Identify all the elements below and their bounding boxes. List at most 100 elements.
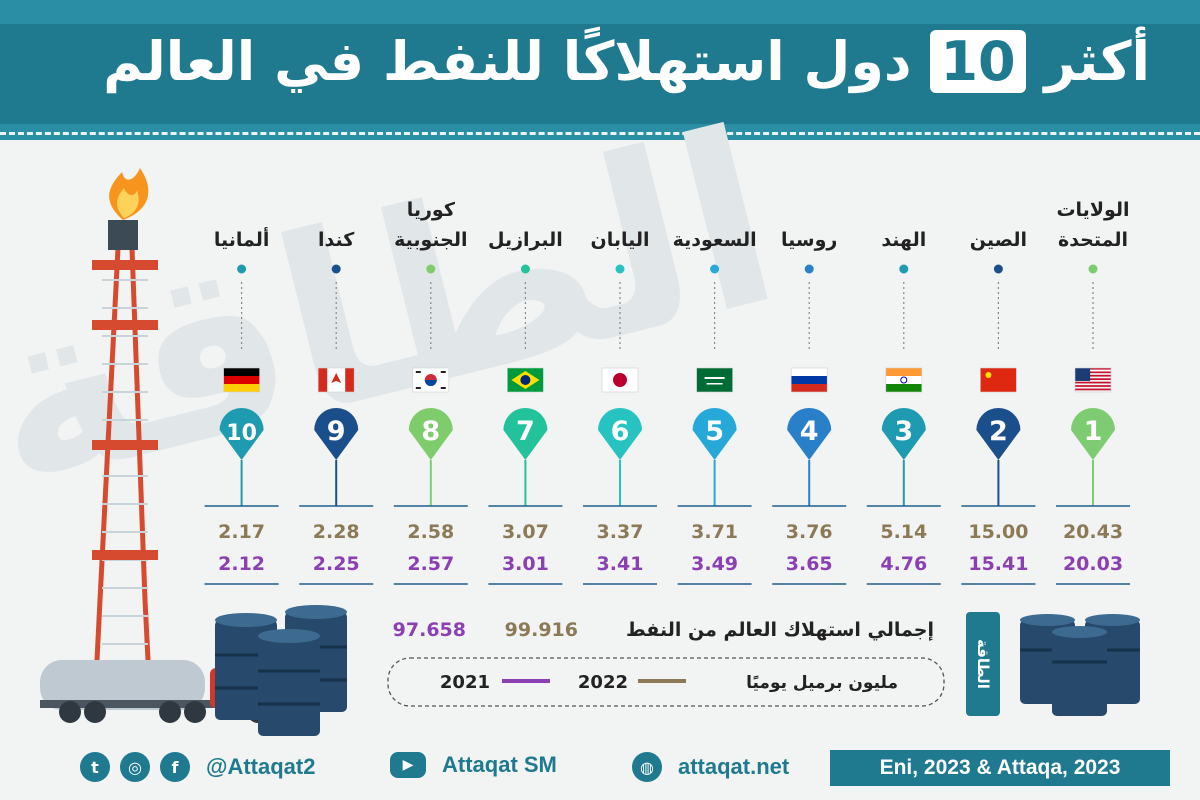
- country-name: الجنوبية: [394, 229, 467, 251]
- value-2022: 5.14: [880, 521, 927, 543]
- title-before: أكثر: [1044, 30, 1150, 93]
- country-name: الصين: [970, 229, 1027, 251]
- rank-badge: [219, 408, 264, 460]
- rank-number: 5: [705, 416, 724, 447]
- japan-flag: [601, 367, 639, 393]
- website-link[interactable]: ◍ attaqat.net: [632, 752, 789, 782]
- total-label: إجمالي استهلاك العالم من النفط: [626, 619, 934, 641]
- website-url[interactable]: attaqat.net: [678, 754, 790, 779]
- globe-icon[interactable]: ◍: [632, 752, 662, 782]
- total-2022: 99.916: [505, 619, 578, 641]
- value-2022: 2.28: [313, 521, 360, 543]
- value-2022: 3.37: [597, 521, 644, 543]
- value-2021: 2.12: [218, 553, 265, 575]
- country-name: السعودية: [673, 229, 757, 251]
- rank-badge: [1071, 408, 1115, 460]
- oil-barrels-right: [1020, 614, 1140, 716]
- oil-barrels-left: [215, 605, 347, 736]
- rank-badge: [976, 408, 1021, 460]
- canada-flag: [317, 367, 355, 393]
- title-number: 10: [930, 30, 1026, 93]
- legend-box: [387, 657, 945, 707]
- legend-label-2021: 2021: [440, 672, 490, 693]
- country-name: المتحدة: [1058, 229, 1128, 251]
- country-name: اليابان: [590, 229, 649, 251]
- korea-flag: [412, 367, 450, 393]
- rank-badge: [692, 408, 737, 460]
- flare-tower-illustration: [92, 168, 158, 701]
- rank-number: 4: [800, 416, 819, 447]
- rank-number: 8: [421, 416, 440, 447]
- value-2021: 3.65: [786, 553, 833, 575]
- connector-dot: [899, 264, 909, 274]
- china-flag: [980, 367, 1017, 393]
- connector-dot: [426, 264, 436, 274]
- value-2022: 2.17: [218, 521, 265, 543]
- rank-number: 6: [611, 416, 630, 447]
- connector-dot: [1088, 264, 1098, 274]
- attaqa-logo: الطاقة: [966, 612, 1000, 716]
- connector-dot: [331, 264, 341, 274]
- rank-number: 7: [516, 416, 535, 447]
- value-2022: 3.76: [786, 521, 833, 543]
- rank-badge: [408, 408, 453, 460]
- india-flag: [885, 367, 923, 393]
- youtube-icon[interactable]: ▶: [390, 752, 426, 778]
- value-2022: 15.00: [968, 521, 1028, 543]
- country-name: البرازيل: [488, 229, 563, 251]
- value-2021: 4.76: [880, 553, 927, 575]
- connector-dot: [615, 264, 625, 274]
- value-2021: 15.41: [968, 553, 1028, 575]
- social-handle[interactable]: @Attaqat2: [206, 754, 316, 779]
- rank-number: 1: [1084, 416, 1103, 447]
- rank-badge: [314, 407, 359, 460]
- rank-number: 9: [327, 416, 346, 447]
- country-name: الولايات: [1056, 199, 1129, 221]
- saudi-flag: [696, 367, 733, 393]
- value-2021: 3.41: [597, 553, 644, 575]
- country-name: كندا: [318, 229, 355, 251]
- header-divider: [0, 132, 1200, 135]
- legend-label-2022: 2022: [578, 672, 628, 693]
- connector-dot: [804, 264, 814, 274]
- social-links: t ◎ f @Attaqat2: [80, 752, 315, 782]
- us-flag: [1074, 367, 1112, 393]
- value-2022: 2.58: [407, 521, 454, 543]
- youtube-channel[interactable]: Attaqat SM: [442, 752, 557, 777]
- legend-unit: مليون برميل يوميًا: [746, 673, 898, 693]
- twitter-icon[interactable]: t: [80, 752, 110, 782]
- rank-number: 2: [989, 416, 1008, 447]
- value-2021: 2.57: [407, 553, 454, 575]
- facebook-icon[interactable]: f: [160, 752, 190, 782]
- value-2021: 20.03: [1063, 553, 1123, 575]
- country-name: ألمانيا: [214, 227, 270, 251]
- rank-badge: [787, 408, 832, 460]
- source-label: Eni, 2023 & Attaqa, 2023: [830, 750, 1170, 786]
- country-name: روسيا: [781, 229, 837, 251]
- rank-number: 3: [894, 416, 913, 447]
- value-2021: 3.01: [502, 553, 549, 575]
- rank-number: 10: [226, 421, 257, 446]
- youtube-link[interactable]: ▶ Attaqat SM: [390, 752, 557, 778]
- connector-dot: [520, 264, 530, 274]
- rank-badge: [503, 407, 548, 460]
- title-after: دول استهلاكًا للنفط في العالم: [103, 30, 912, 93]
- rank-badge: [598, 408, 642, 460]
- value-2022: 3.71: [691, 521, 738, 543]
- instagram-icon[interactable]: ◎: [120, 752, 150, 782]
- value-2022: 3.07: [502, 521, 549, 543]
- value-2021: 3.49: [691, 553, 738, 575]
- russia-flag: [790, 367, 828, 393]
- total-2021: 97.658: [393, 619, 466, 641]
- rank-badge: [881, 408, 926, 460]
- header-bar: أكثر 10 دول استهلاكًا للنفط في العالم: [0, 0, 1200, 140]
- germany-flag: [223, 367, 260, 393]
- connector-dot: [993, 264, 1003, 274]
- brazil-flag: [507, 367, 544, 393]
- page-title: أكثر 10 دول استهلاكًا للنفط في العالم: [103, 30, 1150, 93]
- value-2022: 20.43: [1063, 521, 1123, 543]
- country-name: كوريا: [407, 199, 456, 221]
- value-2021: 2.25: [313, 553, 360, 575]
- connector-dot: [710, 264, 720, 274]
